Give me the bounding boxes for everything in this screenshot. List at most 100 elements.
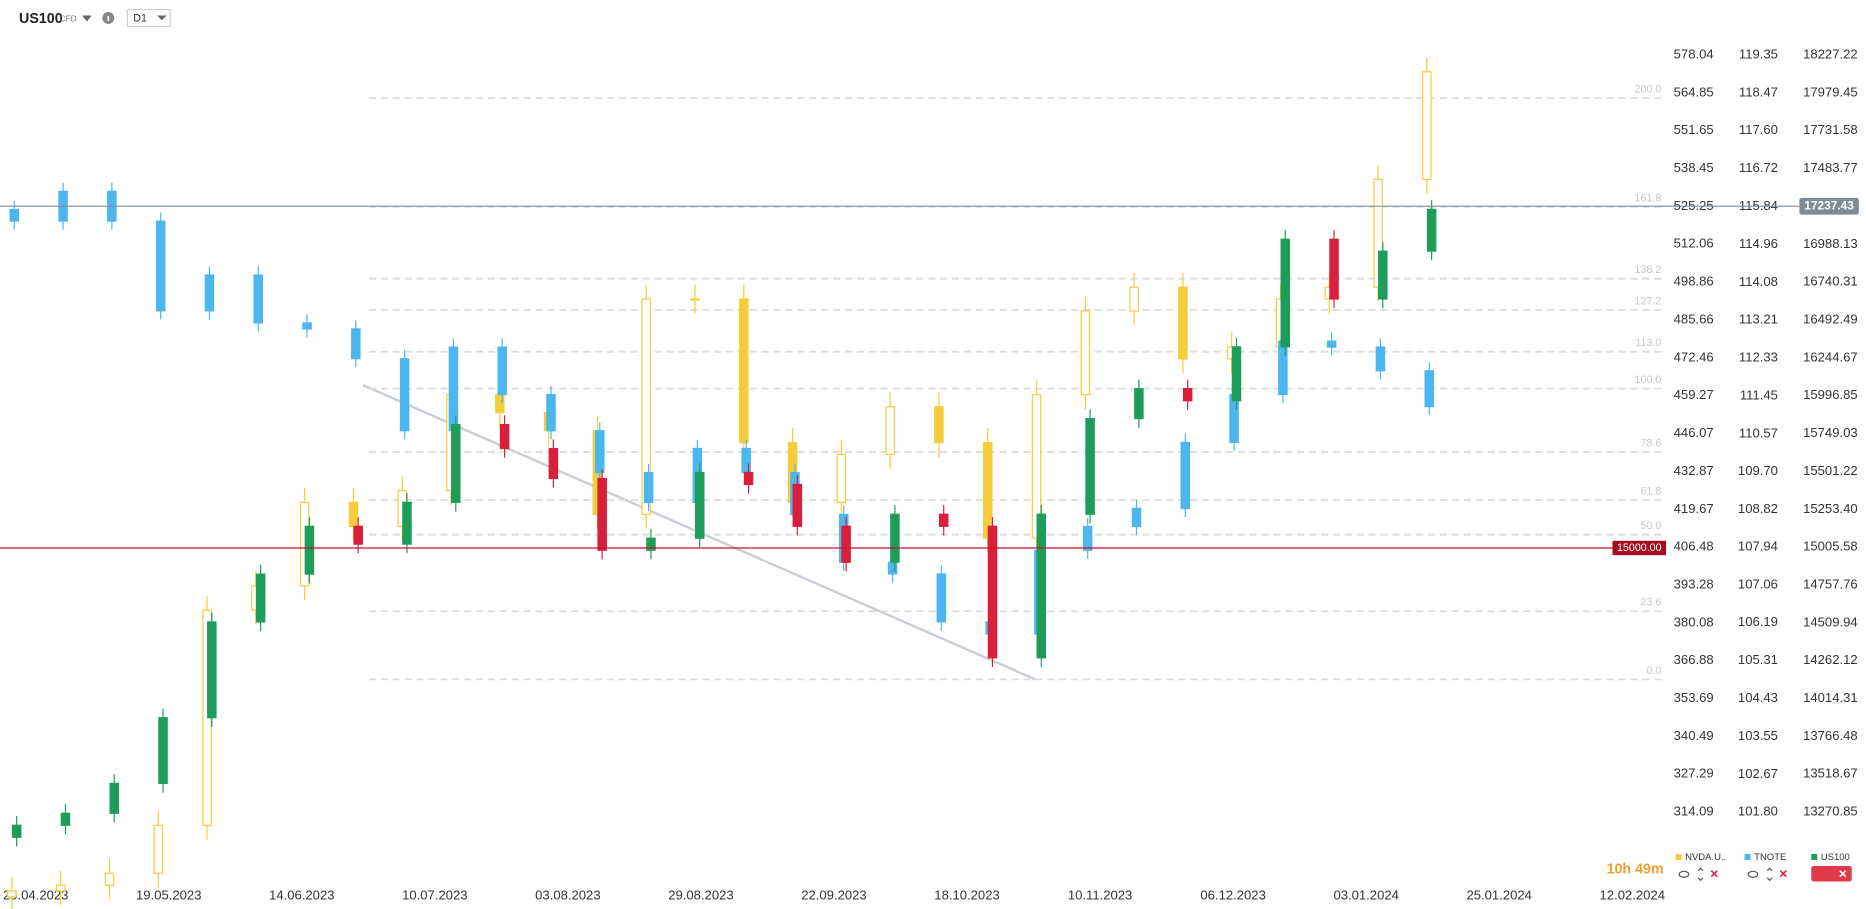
y-tick-label: 14757.76 [1803,576,1858,591]
candle-body [694,471,705,539]
series-actions[interactable] [1811,865,1852,882]
y-tick-label: 104.43 [1738,690,1778,705]
candle-body [302,322,312,330]
price-tag-label: 17237.43 [1804,198,1854,212]
y-tick-label: 115.84 [1739,198,1778,213]
x-tick-label: 25.04.2023 [3,887,68,902]
y-tick-label: 114.08 [1739,274,1778,289]
visibility-toggle[interactable] [1678,870,1690,878]
remove-button[interactable] [1710,870,1718,878]
candle-body [158,717,168,784]
y-tick-label: 446.07 [1674,425,1714,440]
y-tick-label: 114.96 [1739,236,1778,251]
y-tick-label: 380.08 [1674,614,1714,629]
fib-label: 61.8 [1640,485,1661,497]
candle-body [104,872,115,886]
legend-label: TNOTE [1754,852,1786,863]
y-tick-label: 15005.58 [1803,539,1858,554]
legend-label: US100 [1821,852,1850,863]
remove-button[interactable] [1779,870,1787,878]
remove-button[interactable] [1839,870,1847,878]
fib-label: 113.0 [1635,337,1661,349]
candle-body [399,358,410,432]
candle-body [351,328,361,360]
candle-body [982,442,993,539]
candle-body [1231,346,1242,402]
y-tick-label: 366.88 [1674,652,1714,667]
y-tick-label: 419.67 [1674,501,1714,516]
candle-body [934,406,944,444]
horizontal-line-tag[interactable] [1612,540,1667,556]
price-tag [1799,197,1859,215]
y-tick-label: 393.28 [1674,576,1714,591]
candle-body [7,890,17,898]
y-tick-label: 13518.67 [1803,766,1858,781]
x-tick-label: 25.01.2024 [1466,887,1531,902]
y-tick-label: 17731.58 [1803,122,1858,137]
fib-label: 78.6 [1640,437,1661,449]
candle-body [207,621,217,719]
info-glyph [107,16,110,21]
y-tick-label: 110.57 [1739,425,1778,440]
fib-label: 200.0 [1635,84,1662,96]
candle-body [253,274,264,324]
y-tick-label: 108.82 [1738,501,1778,516]
candle-body [792,483,803,527]
candle-body [155,220,166,312]
toolbar: US100 CFD D1 [19,8,171,27]
symbol-dropdown[interactable] [82,15,92,22]
candle-body [60,812,71,826]
reorder-button[interactable] [1766,867,1773,882]
timeframe-dropdown [157,15,167,21]
candle-body [643,472,654,503]
y-tick-label: 15501.22 [1803,463,1858,478]
fib-label: 127.2 [1635,295,1662,307]
timeframe-select[interactable] [126,8,171,27]
symbol[interactable]: US100 [19,11,63,27]
candle-body [1182,388,1193,402]
legend-label: NVDA.U.. [1685,852,1726,863]
timeframe: D1 [133,12,147,24]
x-tick-label: 06.12.2023 [1200,887,1265,902]
candle-body [9,208,20,222]
x-tick-label: 22.09.2023 [801,887,866,902]
candle-body [11,824,22,838]
candle-body [1080,310,1091,396]
candle-body [641,298,651,515]
reorder-button[interactable] [1697,867,1704,882]
y-tick-label: 17483.77 [1803,160,1858,175]
x-tick-label: 03.01.2024 [1333,887,1398,902]
market: CFD [60,13,77,23]
fib-label: 161.8 [1635,192,1662,204]
x-tick-label: 10.11.2023 [1068,887,1132,902]
plot-area: 200.0 161.8 138.2 127.2 113.0 100.0 78.6 61.8 50… [0,46,1859,909]
y-tick-label: 485.66 [1674,311,1714,326]
candle-body [1085,418,1095,515]
y-tick-label: 105.31 [1738,652,1778,667]
y-tick-label: 314.09 [1674,804,1714,819]
y-tick-label: 102.67 [1738,766,1778,781]
y-tick-label: 14014.31 [1803,690,1858,705]
candle-body [646,537,656,551]
candle-body [451,423,461,503]
candle-body [1422,71,1432,180]
candle-body [1326,340,1337,348]
x-tick-label: 12.02.2024 [1600,887,1665,902]
y-tick-label: 16740.31 [1803,274,1858,289]
y-tick-label: 103.55 [1738,728,1778,743]
candle-body [1378,250,1388,300]
y-tick-label: 406.48 [1674,539,1714,554]
visibility-toggle[interactable] [1747,870,1759,878]
x-tick-label: 10.07.2023 [402,887,467,902]
candle-body [1329,238,1339,300]
y-tick-label: 14262.12 [1803,652,1858,667]
y-tick-label: 113.21 [1739,311,1778,326]
legend-swatch [1675,853,1682,860]
y-tick-label: 112.33 [1739,349,1778,364]
y-tick-label: 16988.13 [1803,236,1858,251]
y-tick-label: 101.80 [1738,804,1778,819]
y-tick-label: 109.70 [1738,463,1778,478]
y-tick-label: 18227.22 [1803,46,1858,61]
y-tick-label: 13766.48 [1803,728,1858,743]
